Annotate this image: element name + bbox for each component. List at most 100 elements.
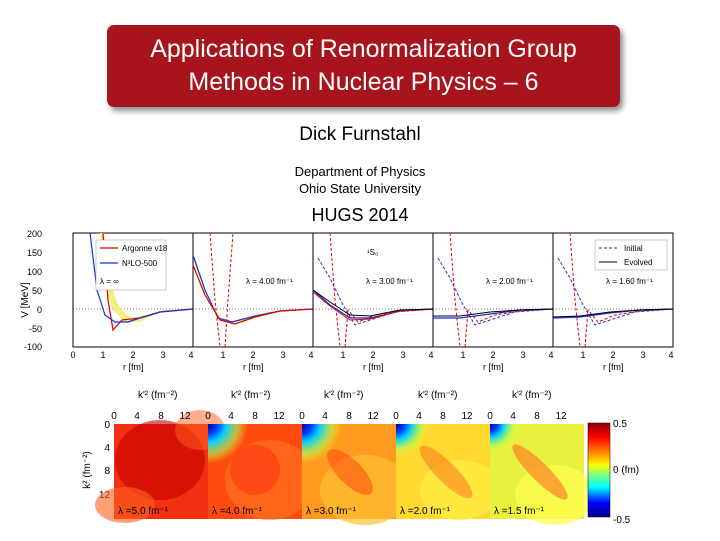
y-tick-label: 100: [27, 267, 42, 277]
svg-text:4: 4: [510, 411, 516, 422]
col-label: k'² (fm⁻²): [138, 390, 177, 401]
svg-text:0: 0: [111, 411, 117, 422]
col-label: k'² (fm⁻²): [324, 390, 363, 401]
heatmap-panel-1: λ =5.0 fm⁻¹: [95, 410, 225, 523]
heatmap-panel-3: λ =3.0 fm⁻¹: [302, 424, 410, 525]
x-tick: 3: [160, 350, 165, 360]
y-tick-label: 50: [32, 286, 42, 296]
colorbar-tick: 0 (fm): [613, 465, 639, 476]
colorbar-tick: 0.5: [613, 419, 627, 430]
panel-lambda: λ =5.0 fm⁻¹: [118, 506, 169, 517]
svg-text:12: 12: [367, 411, 379, 422]
svg-text:4: 4: [134, 411, 140, 422]
y-tick-label: -50: [29, 324, 42, 334]
heatmap-panel-2: λ =4.0 fm⁻¹: [208, 424, 315, 520]
title-line-1: Applications of Renormalization Group: [150, 35, 577, 63]
channel-label: ¹S₀: [367, 248, 378, 257]
svg-text:4: 4: [228, 411, 234, 422]
colorbar: 0.5 0 (fm) -0.5: [587, 419, 639, 526]
colorbar-tick: -0.5: [613, 515, 631, 526]
x-tick: 1: [460, 350, 465, 360]
column-labels: k'² (fm⁻²) k'² (fm⁻²) k'² (fm⁻²) k'² (fm…: [138, 390, 551, 401]
x-tick: 2: [610, 350, 615, 360]
title-line-2: Methods in Nuclear Physics – 6: [188, 68, 539, 96]
x-axis-label: r [fm]: [243, 362, 264, 372]
x-tick-labels: 0 1 2 3 4 1 2 3 4 1 2 3 4 1 2 3 4 1 2 3 …: [70, 350, 673, 360]
svg-text:12: 12: [555, 411, 567, 422]
x-tick: 4: [668, 350, 673, 360]
heatmap-panel-4: λ =2.0 fm⁻¹: [396, 424, 500, 520]
panel-lambda: λ =2.0 fm⁻¹: [400, 506, 451, 517]
panel-lambda: λ = 4.00 fm⁻¹: [246, 277, 293, 286]
x-axis-label: r [fm]: [483, 362, 504, 372]
potential-panel-2: λ = 4.00 fm⁻¹: [192, 232, 314, 348]
x-tick: 4: [428, 350, 433, 360]
x-tick: 1: [340, 350, 345, 360]
y-tick-label: 150: [27, 248, 42, 258]
y-tick-label: -100: [24, 342, 42, 352]
panel-lambda: λ =3.0 fm⁻¹: [306, 506, 357, 517]
svg-text:0: 0: [487, 411, 493, 422]
author: Dick Furnstahl: [299, 124, 421, 145]
svg-text:8: 8: [104, 466, 110, 477]
legend-n3lo: N³LO-500: [122, 259, 158, 268]
x-tick: 4: [188, 350, 193, 360]
svg-text:8: 8: [440, 411, 446, 422]
svg-text:0: 0: [393, 411, 399, 422]
x-tick: 2: [130, 350, 135, 360]
dept-line-2: Ohio State University: [298, 181, 422, 196]
legend-argonne: Argonne v18: [122, 244, 168, 253]
heatmap-panel-5: λ =1.5 fm⁻¹: [490, 424, 595, 525]
svg-text:8: 8: [346, 411, 352, 422]
x-tick: 0: [70, 350, 75, 360]
col-label: k'² (fm⁻²): [418, 390, 457, 401]
panel-lambda: λ = ∞: [100, 277, 119, 286]
svg-text:0: 0: [205, 411, 211, 422]
x-tick: 3: [520, 350, 525, 360]
department: Department of Physics Ohio State Univers…: [0, 163, 720, 197]
svg-text:0: 0: [299, 411, 305, 422]
heatmap-x-ticks: 0 4 8 12 0 4 8 12 0 4 8 12 0 4 8 12 0 4 …: [111, 411, 567, 422]
potential-plot: V [MeV] 200 150 100 50 0 -50 -100 Argonn…: [20, 229, 674, 372]
svg-text:8: 8: [252, 411, 258, 422]
col-label: k'² (fm⁻²): [512, 390, 551, 401]
svg-text:12: 12: [461, 411, 473, 422]
panel-lambda: λ =1.5 fm⁻¹: [494, 506, 545, 517]
x-axis-label: r [fm]: [603, 362, 624, 372]
panel-lambda: λ = 2.00 fm⁻¹: [486, 277, 533, 286]
col-label: k'² (fm⁻²): [231, 390, 270, 401]
x-tick: 3: [640, 350, 645, 360]
legend-initial: Initial: [624, 244, 643, 253]
x-tick: 2: [250, 350, 255, 360]
event-name: HUGS 2014: [311, 205, 409, 225]
dept-line-1: Department of Physics: [294, 164, 426, 179]
potential-panel-3: ¹S₀ λ = 3.00 fm⁻¹: [312, 232, 434, 348]
svg-text:4: 4: [104, 443, 110, 454]
x-tick: 4: [308, 350, 313, 360]
legend-evolved: Evolved: [624, 258, 652, 267]
momentum-plot: k'² (fm⁻²) k'² (fm⁻²) k'² (fm⁻²) k'² (fm…: [82, 390, 639, 526]
title-box: Applications of Renormalization Group Me…: [107, 25, 620, 107]
y-axis-label: V [MeV]: [20, 282, 31, 318]
x-axis-label: r [fm]: [363, 362, 384, 372]
y-tick-label: 200: [27, 229, 42, 239]
x-axis-labels: r [fm] r [fm] r [fm] r [fm] r [fm]: [123, 362, 624, 372]
y-axis-label: k² (fm⁻²): [82, 451, 93, 489]
x-tick: 3: [280, 350, 285, 360]
x-tick: 1: [100, 350, 105, 360]
potential-panel-5: Initial Evolved λ = 1.60 fm⁻¹: [552, 232, 674, 348]
svg-text:4: 4: [322, 411, 328, 422]
x-tick: 1: [580, 350, 585, 360]
potential-panel-4: λ = 2.00 fm⁻¹: [432, 232, 554, 348]
svg-text:8: 8: [534, 411, 540, 422]
y-ticks: 0 4 8 12: [99, 420, 111, 501]
svg-text:0: 0: [104, 420, 110, 431]
panel-lambda: λ = 3.00 fm⁻¹: [366, 277, 413, 286]
x-tick: 2: [490, 350, 495, 360]
x-tick: 3: [400, 350, 405, 360]
svg-text:12: 12: [179, 411, 191, 422]
svg-text:12: 12: [273, 411, 285, 422]
x-tick: 2: [370, 350, 375, 360]
y-tick-label: 0: [37, 305, 42, 315]
